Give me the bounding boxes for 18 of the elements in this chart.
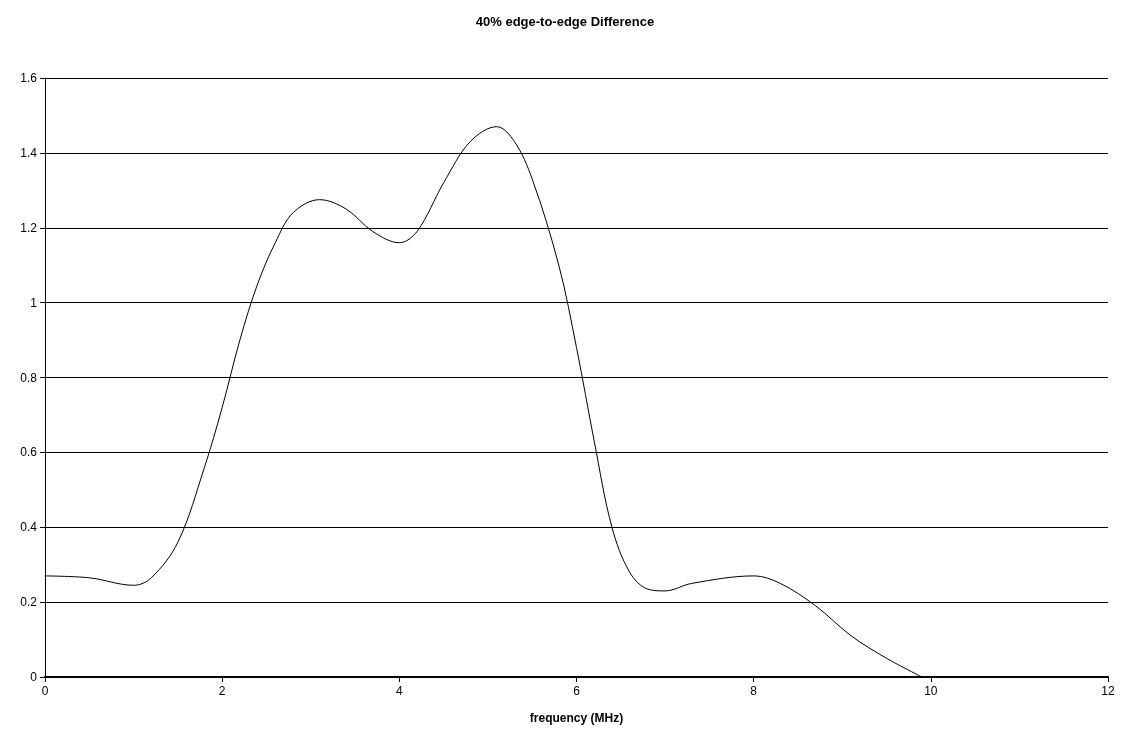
y-tick-label: 1: [30, 295, 38, 310]
x-tick-label: 8: [750, 684, 758, 698]
y-tick-label: 0.4: [20, 520, 38, 535]
y-tick-label: 1.6: [20, 71, 38, 85]
x-tick-label: 10: [924, 684, 938, 698]
y-tick-label: 1.4: [20, 145, 38, 160]
x-tick-label: 6: [573, 684, 581, 698]
y-tick-label: 0.8: [20, 370, 38, 385]
chart-title: 40% edge-to-edge Difference: [475, 14, 655, 29]
x-tick-label: 2: [218, 684, 226, 698]
y-tick-label: 1.2: [20, 220, 38, 235]
y-tick-label: 0.6: [20, 445, 38, 460]
x-tick-label: 4: [395, 684, 403, 698]
x-tick-label: 0: [41, 684, 49, 698]
x-tick-label: 12: [1101, 684, 1115, 698]
y-tick-label: 0: [30, 670, 38, 684]
x-axis-title: frequency (MHz): [529, 711, 624, 725]
y-tick-label: 0.2: [20, 595, 38, 610]
